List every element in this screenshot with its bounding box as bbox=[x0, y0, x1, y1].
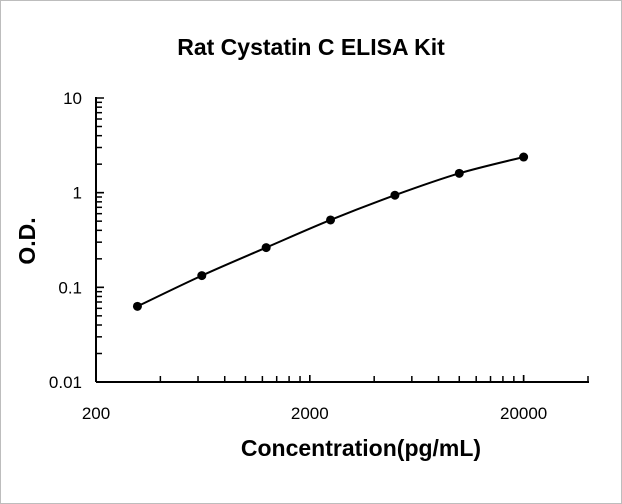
data-point bbox=[326, 215, 336, 225]
y-tick-label: 1 bbox=[73, 184, 82, 203]
data-point bbox=[132, 301, 142, 311]
x-tick-label: 2000 bbox=[291, 404, 329, 423]
data-point bbox=[390, 190, 400, 200]
data-point bbox=[454, 168, 464, 178]
plot-area bbox=[132, 152, 529, 311]
y-tick-label: 0.01 bbox=[49, 373, 82, 392]
y-tick-label: 0.1 bbox=[58, 278, 82, 297]
tick-labels: 200 2000 20000 0.01 0.1 1 10 bbox=[49, 89, 547, 423]
data-point bbox=[197, 271, 207, 281]
series-curve bbox=[137, 156, 524, 308]
data-point bbox=[519, 152, 529, 162]
x-tick-label: 200 bbox=[82, 404, 110, 423]
data-point bbox=[261, 243, 271, 253]
x-tick-label: 20000 bbox=[500, 404, 547, 423]
y-axis-label: O.D. bbox=[14, 217, 40, 264]
x-axis-label: Concentration(pg/mL) bbox=[241, 435, 481, 461]
chart-title: Rat Cystatin C ELISA Kit bbox=[177, 34, 445, 60]
axes bbox=[95, 97, 589, 383]
y-tick-label: 10 bbox=[63, 89, 82, 108]
